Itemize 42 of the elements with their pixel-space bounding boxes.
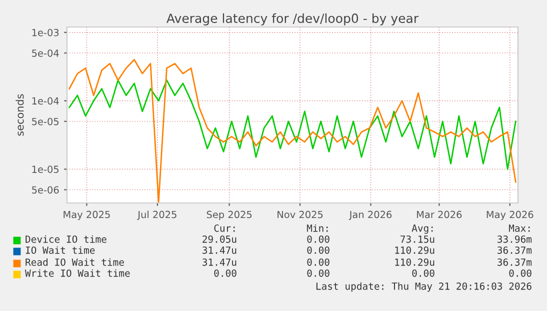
y-axis-title: seconds bbox=[16, 94, 24, 136]
text: 31.47u bbox=[202, 246, 236, 254]
y-tick-label: 1e-04 bbox=[32, 97, 59, 105]
text: Max: bbox=[508, 224, 530, 232]
text: Cur: bbox=[214, 224, 235, 232]
y-tick-label: 1e-05 bbox=[32, 166, 59, 173]
legend-label: Write IO Wait time bbox=[25, 269, 130, 277]
x-tick-label: Jan 2026 bbox=[348, 210, 392, 220]
text: 29.05u bbox=[202, 235, 236, 243]
y-tick-label: 5e-04 bbox=[32, 49, 59, 57]
legend-label: Read IO Wait time bbox=[26, 258, 124, 266]
text: Last update: Thu May 21 20:16:03 2026 bbox=[316, 282, 532, 292]
text: 0.00 bbox=[509, 269, 532, 277]
text: Min: bbox=[306, 224, 328, 232]
x-tick-label: May 2025 bbox=[64, 210, 110, 220]
y-tick-label: 5e-05 bbox=[32, 118, 59, 126]
y-tick-label: 5e-06 bbox=[32, 186, 59, 194]
text: 0.00 bbox=[307, 235, 330, 243]
text: 0.00 bbox=[307, 246, 330, 254]
x-tick-label: Nov 2025 bbox=[278, 210, 323, 218]
text: 110.29u bbox=[395, 246, 434, 254]
line-series bbox=[68, 80, 516, 170]
text: 110.29u bbox=[395, 258, 434, 266]
text: 73.15u bbox=[400, 235, 434, 243]
text: 0.00 bbox=[307, 269, 330, 277]
x-tick-label: May 2026 bbox=[486, 210, 534, 220]
text: 0.00 bbox=[307, 258, 330, 266]
text: 0.00 bbox=[214, 269, 236, 277]
x-tick-label: Jul 2025 bbox=[137, 210, 176, 220]
line-series bbox=[68, 58, 516, 203]
chart-title: Average latency for /dev/loop0 - by year bbox=[166, 13, 419, 26]
text: 33.96m bbox=[498, 235, 532, 243]
x-tick-label: Sep 2025 bbox=[206, 210, 252, 220]
text: 31.47u bbox=[202, 258, 236, 266]
legend-label: IO Wait time bbox=[26, 246, 95, 254]
legend-label: Device IO time bbox=[26, 235, 106, 243]
text: 36.37m bbox=[498, 258, 532, 266]
x-tick-label: Mar 2026 bbox=[417, 210, 462, 218]
y-tick-label: 1e-03 bbox=[32, 28, 59, 36]
text: 36.37m bbox=[498, 246, 532, 254]
text: Avg: bbox=[412, 224, 433, 234]
text: 0.00 bbox=[412, 269, 434, 277]
